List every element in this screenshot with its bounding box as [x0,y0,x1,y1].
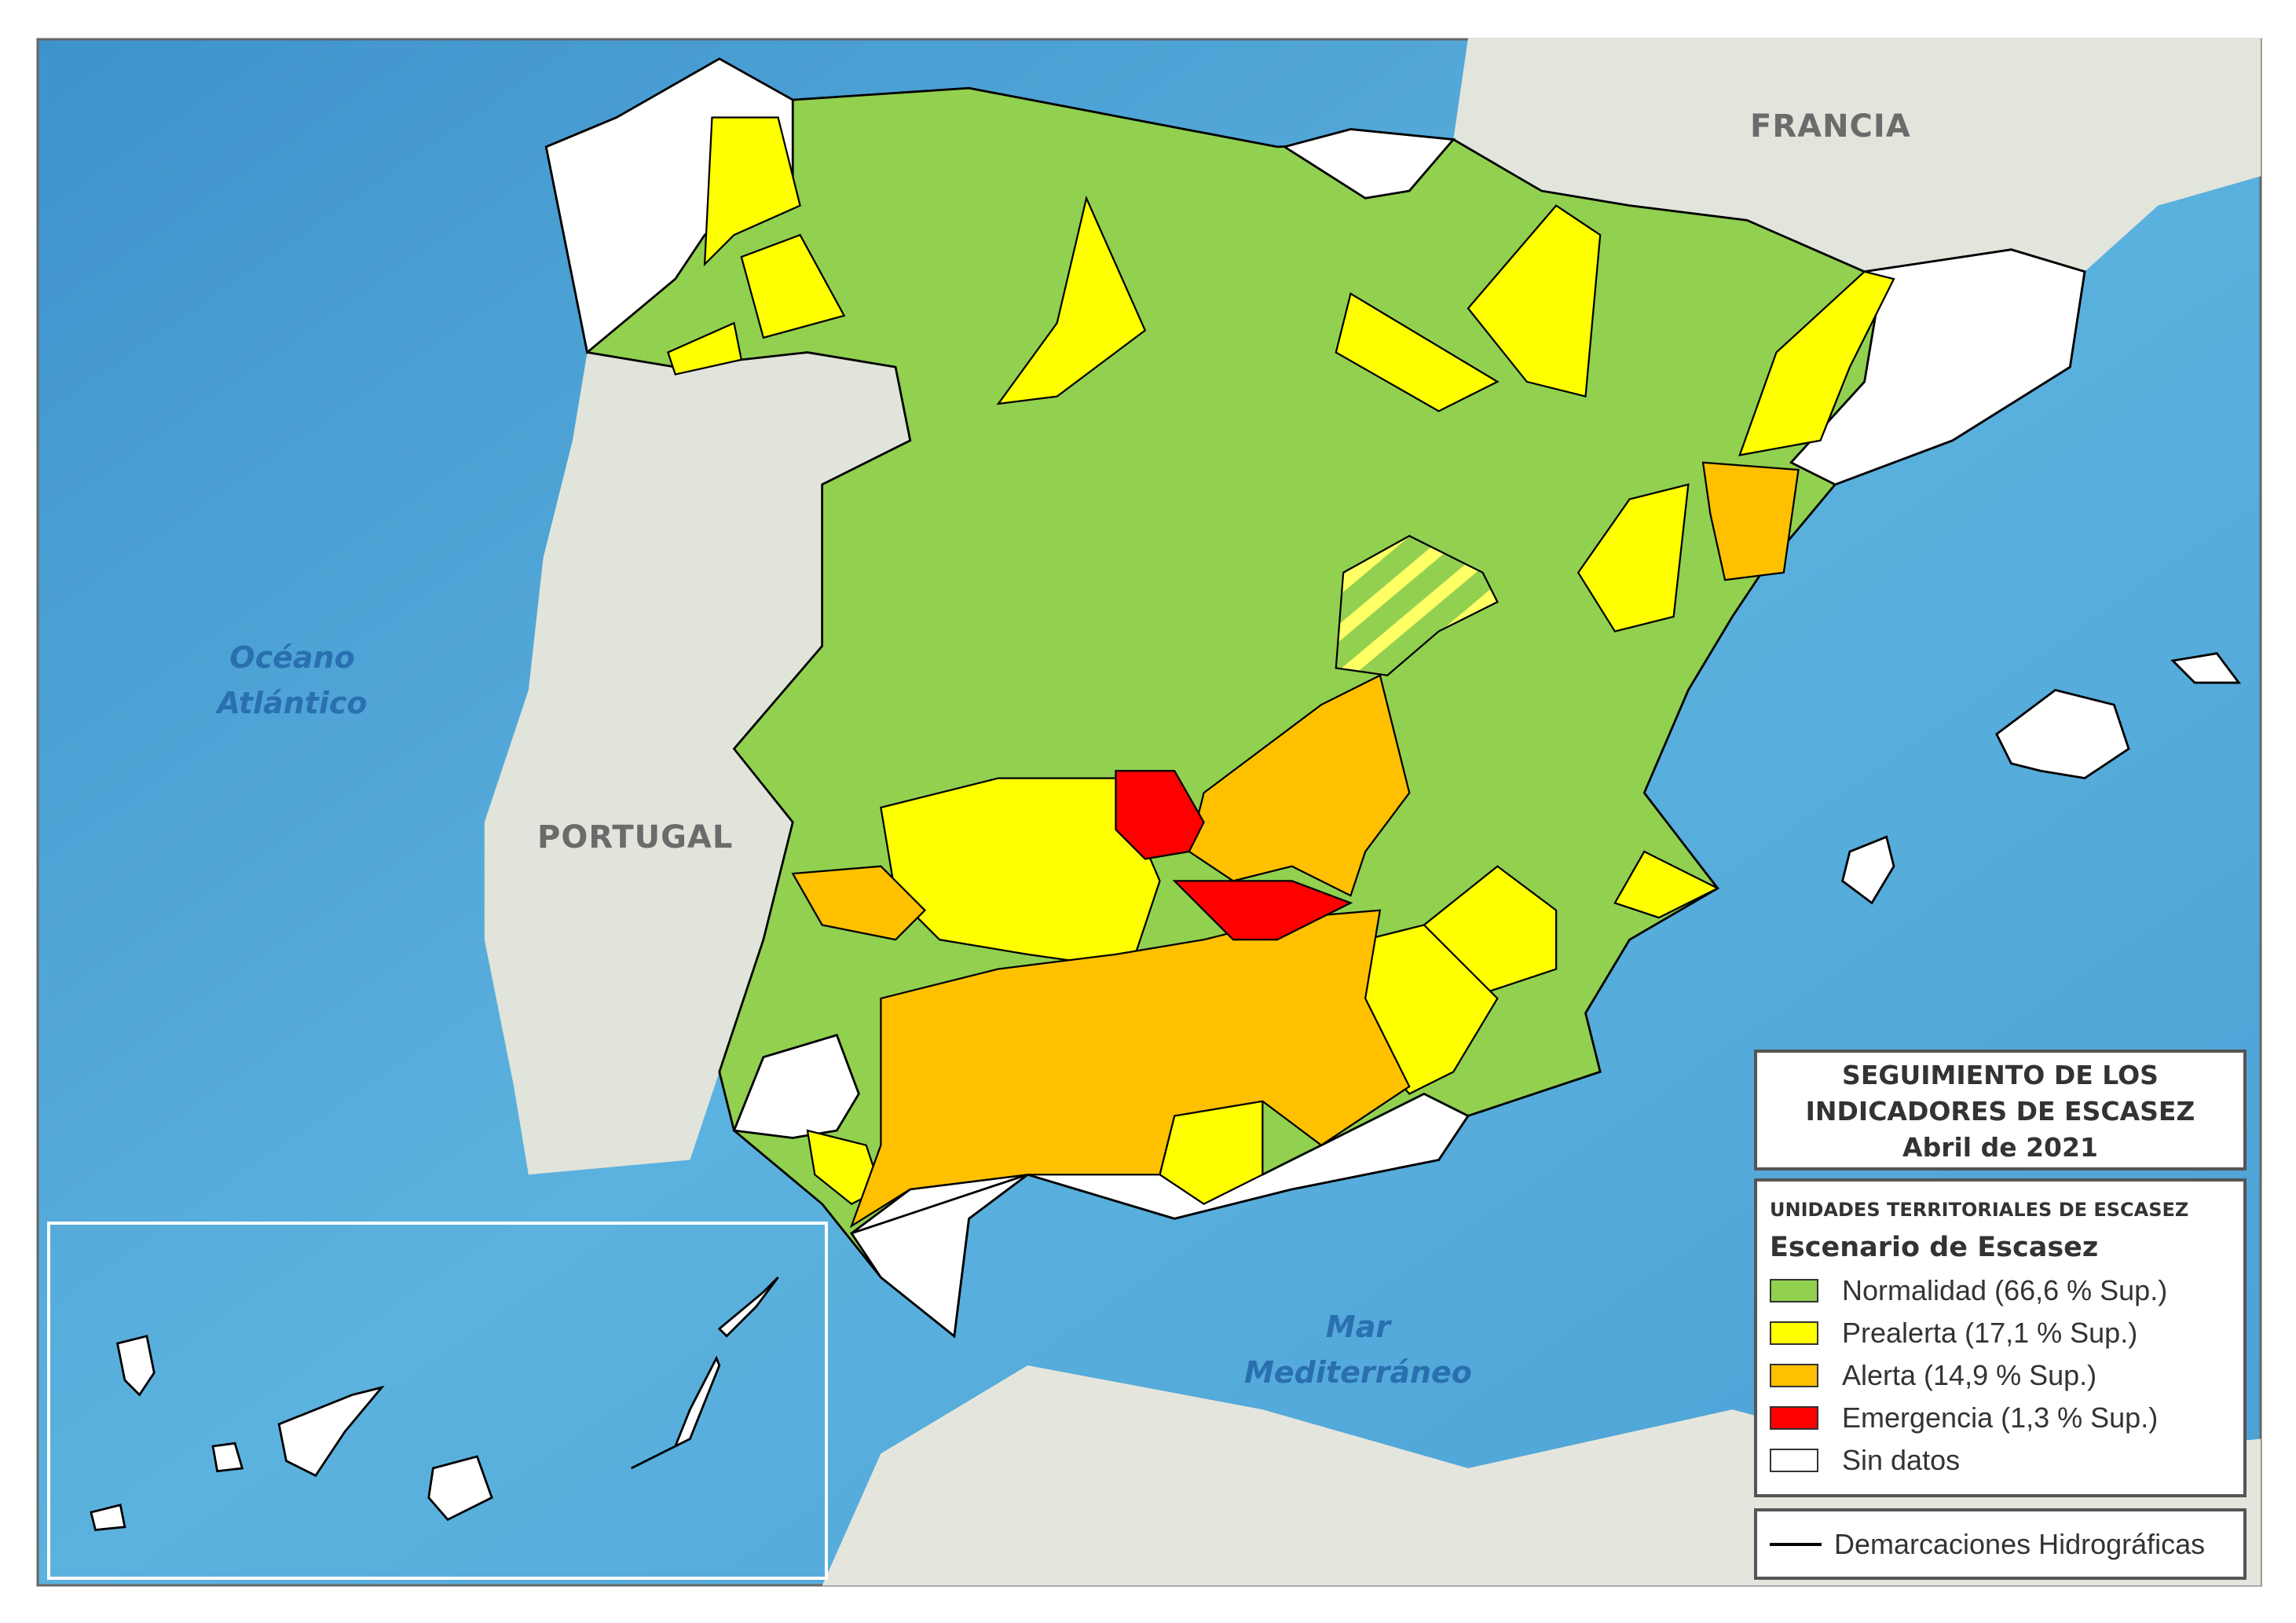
canarias-islands [90,1277,779,1532]
huelva-sin-datos [732,1033,860,1139]
title-line1: SEGUIMIENTO DE LOS [1842,1060,2159,1090]
legend-heading: Escenario de Escasez [1770,1232,2099,1263]
legend-item-sin-datos: Sin datos [1770,1439,2243,1482]
portugal-land [484,352,910,1175]
label-med-line1: Mar [1325,1310,1391,1344]
canarias-inset-frame [47,1222,828,1580]
legend-line-label: Demarcaciones Hidrográficas [1834,1527,2206,1560]
alerta-zones [791,461,1800,1229]
legend-label: Alerta (14,9 % Sup.) [1842,1359,2097,1391]
legend-item-alerta: Alerta (14,9 % Sup.) [1770,1354,2243,1397]
swatch-normalidad [1770,1279,1818,1302]
label-portugal: PORTUGAL [537,819,734,855]
label-med-line2: Mediterráneo [1244,1355,1472,1390]
label-oceano-atlantico: Océano Atlántico [214,635,371,726]
label-mar-mediterraneo: Mar Mediterráneo [1240,1304,1476,1395]
cantabria-sin-datos [1281,128,1456,200]
emergencia-zones [1115,770,1353,941]
legend-label: Prealerta (17,1 % Sup.) [1842,1317,2138,1349]
baleares-islands [1841,652,2242,905]
france-land [1453,38,2261,272]
prealerta-zones [667,116,1895,1205]
legend-label: Normalidad (66,6 % Sup.) [1842,1274,2168,1306]
legend-subtitle: UNIDADES TERRITORIALES DE ESCASEZ [1770,1199,2189,1221]
hatched-zone [1335,534,1499,676]
label-atlantic-line2: Atlántico [217,686,368,720]
swatch-sin-datos [1770,1449,1818,1472]
label-francia: FRANCIA [1750,108,1911,145]
cataluna-sin-datos [1789,248,2086,486]
demarcation-line-symbol [1770,1542,1822,1546]
legend: UNIDADES TERRITORIALES DE ESCASEZ Escena… [1754,1178,2247,1497]
swatch-prealerta [1770,1321,1818,1345]
legend-item-prealerta: Prealerta (17,1 % Sup.) [1770,1312,2243,1354]
swatch-alerta [1770,1364,1818,1387]
legend-item-emergencia: Emergencia (1,3 % Sup.) [1770,1397,2243,1439]
swatch-emergencia [1770,1406,1818,1430]
map-title-box: SEGUIMIENTO DE LOS INDICADORES DE ESCASE… [1754,1050,2247,1171]
legend-item-normalidad: Normalidad (66,6 % Sup.) [1770,1269,2243,1312]
legend-label: Emergencia (1,3 % Sup.) [1842,1401,2159,1434]
legend-line-box: Demarcaciones Hidrográficas [1754,1508,2247,1580]
label-atlantic-line1: Océano [229,640,355,675]
title-line3: Abril de 2021 [1902,1132,2098,1163]
legend-label: Sin datos [1842,1444,1961,1476]
title-line2: INDICADORES DE ESCASEZ [1805,1096,2195,1127]
